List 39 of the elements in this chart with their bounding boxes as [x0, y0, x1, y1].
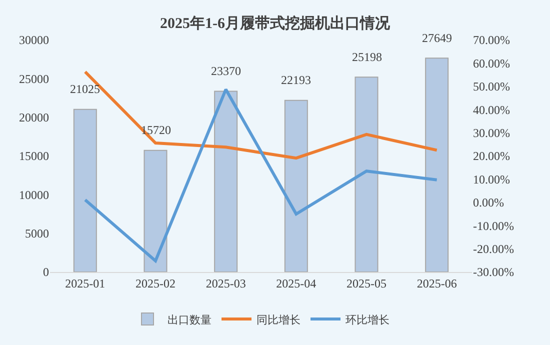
legend-label: 出口数量 — [168, 313, 212, 326]
y2-tick-label: 60.00% — [473, 56, 510, 70]
x-tick-label: 2025-01 — [65, 276, 106, 290]
legend-label: 环比增长 — [346, 313, 390, 326]
legend-label: 同比增长 — [256, 313, 300, 326]
chart-title: 2025年1-6月履带式挖掘机出口情况 — [160, 14, 391, 32]
data-label: 21025 — [70, 82, 100, 96]
data-label: 27649 — [422, 31, 452, 45]
data-label: 23370 — [211, 64, 241, 78]
bar — [144, 150, 168, 272]
data-label: 25198 — [352, 50, 382, 64]
bar — [354, 76, 378, 272]
y2-tick-label: 70.00% — [473, 33, 510, 48]
y2-tick-label: 0.00% — [473, 196, 504, 210]
y-tick-label: 30000 — [19, 33, 49, 48]
y2-tick-label: 20.00% — [473, 149, 510, 164]
y2-tick-label: -10.00% — [473, 218, 514, 233]
y2-tick-label: 10.00% — [473, 172, 510, 186]
bar — [214, 90, 238, 272]
y-tick-label: 15000 — [19, 149, 49, 164]
x-tick-label: 2025-02 — [136, 276, 176, 290]
y2-tick-label: 40.00% — [473, 102, 510, 117]
y2-tick-label: -20.00% — [473, 242, 514, 256]
x-tick-label: 2025-05 — [346, 276, 386, 290]
y-tick-label: 20000 — [19, 110, 49, 125]
bar — [284, 100, 308, 272]
y-tick-label: 5000 — [25, 226, 49, 241]
y-tick-label: 0 — [43, 265, 49, 280]
y2-tick-label: -30.00% — [473, 265, 514, 280]
y2-tick-label: 30.00% — [473, 126, 510, 140]
x-tick-label: 2025-06 — [416, 276, 457, 290]
x-tick-label: 2025-04 — [276, 276, 316, 290]
bar — [425, 58, 449, 272]
data-label: 22193 — [281, 73, 311, 87]
y2-tick-label: 50.00% — [473, 80, 510, 94]
x-tick-label: 2025-03 — [206, 276, 246, 290]
bar — [73, 108, 97, 272]
y-tick-label: 25000 — [19, 72, 49, 86]
y-tick-label: 10000 — [19, 188, 49, 202]
